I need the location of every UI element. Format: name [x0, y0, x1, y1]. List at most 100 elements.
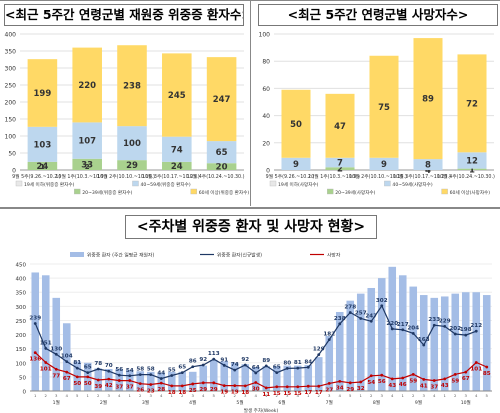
serious-point — [359, 317, 363, 320]
week-tick-label: 3 — [55, 393, 58, 398]
data-label: 78 — [94, 361, 102, 367]
data-label: 81 — [73, 360, 81, 366]
data-label: 9 — [293, 160, 299, 170]
legend-label: 19세 이하(사망자수) — [278, 181, 319, 188]
month-label: 4월 — [189, 399, 196, 406]
legend-label: 사망자 — [327, 252, 341, 259]
data-label: 37 — [115, 385, 123, 391]
y-tick-label: 350 — [16, 291, 27, 297]
weekly-bar — [230, 362, 239, 391]
weekly-bar — [440, 296, 449, 391]
legend-label: 19세 이하(위중증 환자수) — [24, 181, 75, 188]
bar-segment-3 — [413, 38, 443, 160]
bar-segment-1 — [27, 161, 58, 170]
weekly-bar — [304, 365, 313, 391]
data-label: 247 — [213, 95, 231, 105]
data-label: 151 — [40, 340, 52, 346]
serious-point — [191, 365, 195, 369]
week-tick-label: 2 — [181, 393, 184, 398]
death-point — [86, 375, 90, 379]
bar-segment-3 — [457, 54, 487, 153]
data-label: 89 — [262, 358, 270, 364]
data-label: 50 — [73, 381, 81, 387]
death-point — [275, 385, 279, 389]
weekly-bar — [325, 335, 334, 391]
week-tick-label: 3 — [465, 393, 468, 398]
chart2-svg: 0 20 40 60 80 100 9 50 9월 5주(9.26.~10.2.) 27 47 10월… — [259, 32, 495, 197]
legend-label: 60세 이상(위중증 환자수) — [199, 189, 250, 196]
death-point — [117, 379, 121, 382]
data-label: 58 — [136, 367, 144, 373]
week-tick-label: 4 — [66, 393, 69, 398]
y-tick-label: 250 — [16, 319, 27, 325]
death-point — [191, 382, 195, 386]
death-point — [44, 361, 48, 364]
weekly-bar — [367, 287, 376, 391]
legend-label: 40~59세(위중증 환자수) — [140, 181, 190, 188]
bar-segment-1 — [325, 167, 355, 170]
legend-label: 위중증 환자(신규발생) — [217, 252, 262, 259]
data-label: 101 — [470, 366, 482, 372]
week-tick-label: 4 — [475, 393, 478, 398]
serious-point — [453, 332, 457, 336]
serious-point — [138, 373, 142, 377]
bar-segment-1 — [72, 158, 102, 170]
death-point — [359, 380, 363, 384]
data-label: 198 — [460, 327, 472, 333]
x-tick-label: 10월 3주(10.17.~10.23.) — [393, 173, 451, 180]
legend-swatch — [74, 188, 81, 195]
week-tick-label: 2 — [276, 393, 279, 398]
death-point — [159, 381, 163, 385]
data-label: 41 — [420, 383, 428, 389]
data-label: 113 — [208, 351, 220, 357]
serious-point — [296, 366, 300, 370]
weekly-bar — [188, 371, 197, 391]
data-label: 4 — [425, 166, 431, 176]
x-tick-label: 10월 2주(10.10.~10.16.) — [97, 173, 155, 180]
data-label: 136 — [29, 357, 41, 363]
month-label: 7월 — [326, 399, 333, 406]
bar-segment-3 — [369, 55, 399, 158]
y-tick-label: 80 — [262, 59, 270, 66]
week-tick-label: 2 — [97, 393, 100, 398]
week-tick-label: 3 — [150, 393, 153, 398]
legend-label: 20~39세(위중증 환자수) — [82, 189, 132, 196]
serious-point — [380, 304, 384, 308]
death-point — [96, 378, 100, 382]
serious-point — [338, 322, 342, 326]
weekly-bar — [472, 292, 481, 391]
bar-segment-3 — [27, 59, 58, 127]
data-label: 20 — [216, 163, 228, 173]
y-tick-label: 40 — [262, 113, 270, 120]
data-label: 103 — [34, 140, 52, 150]
data-label: 199 — [34, 89, 52, 99]
death-point — [369, 374, 373, 378]
week-tick-label: 1 — [360, 393, 363, 398]
weekly-bar — [167, 371, 176, 391]
data-label: 100 — [123, 139, 141, 149]
data-label: 91 — [220, 357, 228, 363]
weekly-bar — [377, 278, 386, 391]
x-tick-label: 9월 5주(9.26.~10.2.) — [12, 173, 61, 180]
death-point — [75, 375, 79, 379]
data-label: 54 — [126, 368, 134, 374]
chart1-svg: 0 50 100 150 200 250 300 350 400 24 103 199 1 9월 5주(9… — [5, 32, 250, 197]
week-tick-label: 1 — [444, 393, 447, 398]
data-label: 24 — [171, 162, 183, 172]
week-tick-label: 3 — [423, 393, 426, 398]
bar-segment-1 — [206, 163, 237, 170]
death-point — [201, 381, 205, 385]
week-tick-label: 3 — [286, 393, 289, 398]
data-label: 17 — [304, 390, 312, 396]
data-label: 34 — [336, 385, 344, 391]
serious-point — [369, 319, 373, 323]
data-label: 1 — [469, 165, 475, 175]
data-label: 65 — [84, 365, 92, 371]
death-point — [170, 384, 174, 388]
weekly-bar — [335, 311, 344, 391]
death-point — [254, 381, 258, 384]
serious-point — [327, 338, 331, 342]
data-label: 233 — [428, 317, 440, 323]
legend-label: 20~39세(사망자수) — [335, 189, 375, 196]
data-label: 72 — [466, 99, 478, 109]
